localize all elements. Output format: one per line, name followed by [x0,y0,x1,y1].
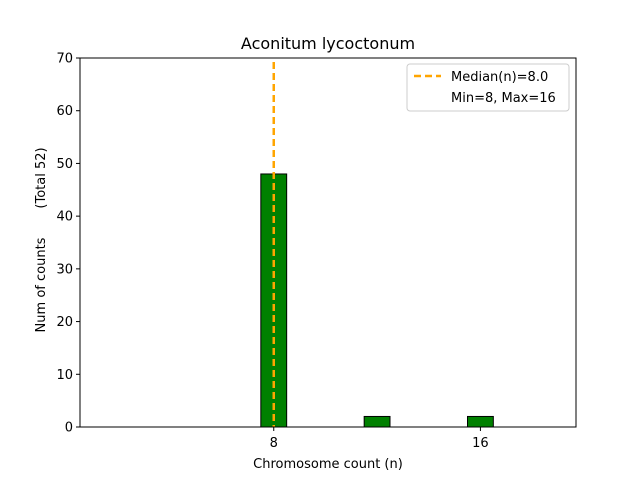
bar [467,415,494,428]
chart-title: Aconitum lycoctonum [241,34,415,53]
y-tick-label: 30 [56,262,73,277]
y-tick-label: 60 [56,104,73,119]
x-tick-label: 16 [472,436,489,451]
y-tick-label: 50 [56,157,73,172]
x-axis-ticks: 8 16 [270,427,489,451]
y-tick-label: 40 [56,210,73,225]
legend-range-label: Min=8, Max=16 [451,91,556,106]
y-axis-ticks: 0 10 20 30 40 50 60 70 [56,52,80,436]
legend-box [406,63,570,112]
y-tick-label: 10 [56,368,73,383]
y-axis-label: Num of counts [34,237,49,332]
y-tick-label: 70 [56,52,73,67]
y-tick-label: 20 [56,315,73,330]
x-tick-label: 8 [270,436,278,451]
plot-area-frame [79,57,577,428]
bar [363,415,391,428]
y-tick-label: 0 [65,421,73,436]
legend-median-label: Median(n)=8.0 [451,70,548,85]
y-axis-total-label: (Total 52) [34,147,49,208]
legend: Median(n)=8.0 Min=8, Max=16 [406,63,570,112]
x-axis-label: Chromosome count (n) [253,457,403,472]
